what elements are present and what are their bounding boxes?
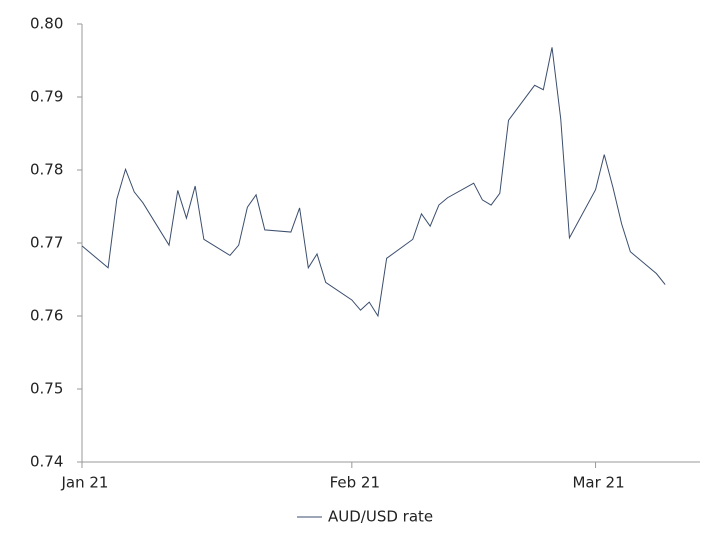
x-tick-label: Feb 21 [330, 474, 380, 492]
legend-label: AUD/USD rate [328, 508, 433, 526]
x-tick-label: Jan 21 [61, 474, 109, 492]
y-tick-label: 0.80 [30, 15, 63, 33]
x-tick-label: Mar 21 [572, 474, 624, 492]
data-line [81, 47, 666, 318]
y-tick-label: 0.76 [30, 307, 63, 325]
y-tick-label: 0.79 [30, 88, 63, 106]
y-tick-label: 0.75 [30, 380, 63, 398]
y-tick-label: 0.74 [30, 453, 63, 471]
y-tick-label: 0.78 [30, 161, 63, 179]
y-tick-label: 0.77 [30, 234, 63, 252]
